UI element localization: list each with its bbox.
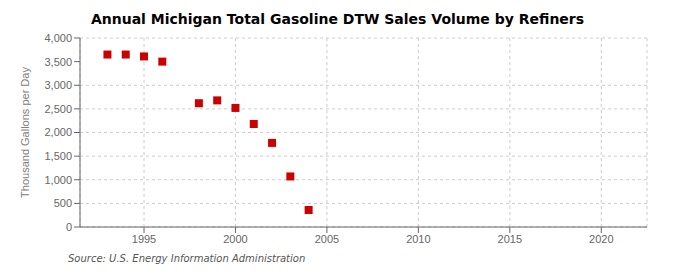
svg-text:0: 0 xyxy=(66,221,72,233)
svg-text:500: 500 xyxy=(54,197,72,209)
svg-text:1,000: 1,000 xyxy=(44,174,72,186)
svg-text:1,500: 1,500 xyxy=(44,150,72,162)
svg-text:2020: 2020 xyxy=(589,233,613,245)
svg-text:2015: 2015 xyxy=(498,233,522,245)
svg-text:2000: 2000 xyxy=(223,233,247,245)
svg-text:3,000: 3,000 xyxy=(44,79,72,91)
html-text:Source: U.S. Energy Informatio: Source: U.S. Energy Information Administ… xyxy=(68,253,306,264)
svg-text:2005: 2005 xyxy=(315,233,339,245)
svg-text:2010: 2010 xyxy=(406,233,430,245)
svg-text:3,500: 3,500 xyxy=(44,56,72,68)
svg-text:2,500: 2,500 xyxy=(44,103,72,115)
svg-text:1995: 1995 xyxy=(132,233,156,245)
svg-text:4,000: 4,000 xyxy=(44,32,72,44)
svg-text:2,000: 2,000 xyxy=(44,126,72,138)
html-text:Annual Michigan Total Gasoline: Annual Michigan Total Gasoline DTW Sales… xyxy=(90,11,585,27)
svg-text:Thousand Gallons per Day: Thousand Gallons per Day xyxy=(19,67,31,198)
